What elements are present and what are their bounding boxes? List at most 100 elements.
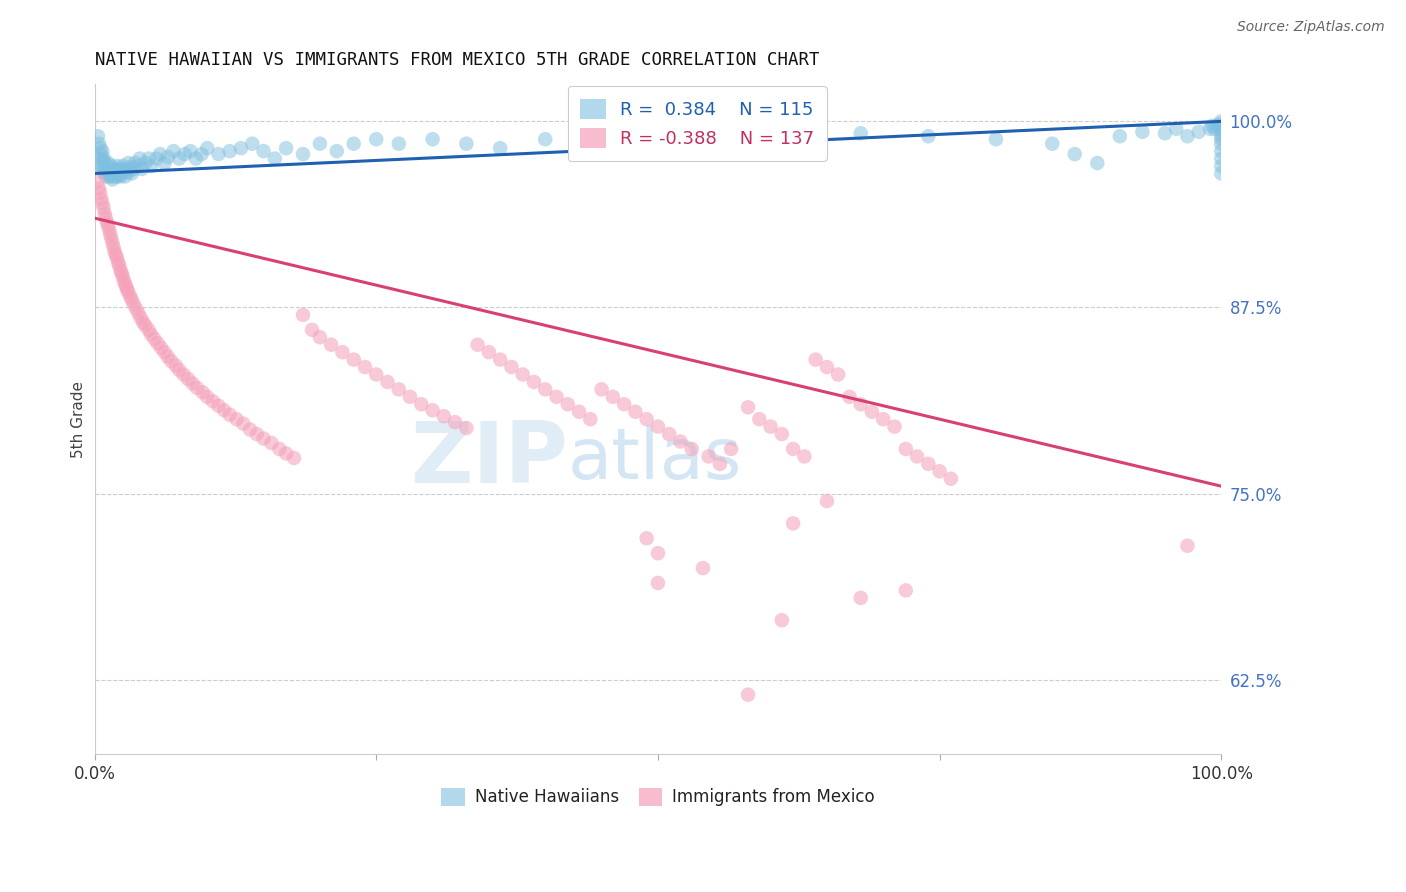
Point [849, 126, 872, 140]
Point [388, 136, 411, 151]
Point [87, 129, 110, 144]
Text: ZIP: ZIP [411, 417, 568, 501]
Point [100, 169, 122, 184]
Point [1177, 129, 1199, 144]
Point [91, 196, 114, 211]
Point [456, 136, 478, 151]
Point [1040, 136, 1063, 151]
Point [91, 161, 114, 176]
Point [191, 385, 214, 400]
Point [636, 531, 658, 545]
Point [1211, 129, 1233, 144]
Point [579, 129, 602, 144]
Point [110, 266, 132, 280]
Point [98, 169, 121, 184]
Point [263, 152, 285, 166]
Point [93, 156, 115, 170]
Point [112, 274, 135, 288]
Point [87, 136, 110, 151]
Y-axis label: 5th Grade: 5th Grade [72, 381, 86, 458]
Point [93, 152, 115, 166]
Point [827, 368, 849, 382]
Point [591, 383, 613, 397]
Point [309, 330, 332, 344]
Point [292, 147, 315, 161]
Point [737, 401, 759, 415]
Point [111, 269, 134, 284]
Point [94, 159, 117, 173]
Point [162, 144, 184, 158]
Point [647, 576, 669, 591]
Point [121, 166, 143, 180]
Point [636, 412, 658, 426]
Point [98, 161, 121, 176]
Point [103, 166, 125, 180]
Point [905, 450, 928, 464]
Point [939, 472, 962, 486]
Point [860, 405, 883, 419]
Point [107, 163, 129, 178]
Point [128, 152, 150, 166]
Point [98, 165, 121, 179]
Point [132, 315, 155, 329]
Point [90, 147, 112, 161]
Point [124, 156, 146, 170]
Point [984, 132, 1007, 146]
Point [212, 403, 235, 417]
Point [186, 381, 208, 395]
Point [269, 442, 291, 456]
Point [165, 359, 187, 373]
Point [153, 345, 176, 359]
Point [782, 132, 804, 146]
Point [104, 169, 127, 184]
Point [149, 147, 172, 161]
Point [512, 368, 534, 382]
Point [737, 688, 759, 702]
Point [1209, 120, 1232, 135]
Point [120, 290, 142, 304]
Point [87, 181, 110, 195]
Point [1166, 121, 1188, 136]
Point [104, 161, 127, 176]
Point [91, 154, 114, 169]
Point [181, 376, 204, 391]
Point [173, 147, 195, 161]
Point [759, 419, 782, 434]
Point [354, 359, 377, 374]
Point [125, 301, 148, 316]
Point [557, 397, 579, 411]
Point [1188, 125, 1211, 139]
Point [366, 132, 388, 146]
Point [1204, 121, 1226, 136]
Point [883, 419, 905, 434]
Point [782, 442, 804, 456]
Point [128, 306, 150, 320]
Point [274, 446, 297, 460]
Point [669, 136, 692, 151]
Point [1177, 539, 1199, 553]
Legend: Native Hawaiians, Immigrants from Mexico: Native Hawaiians, Immigrants from Mexico [434, 780, 882, 813]
Point [681, 442, 703, 456]
Point [93, 166, 115, 180]
Point [100, 232, 122, 246]
Point [117, 283, 139, 297]
Point [225, 412, 247, 426]
Point [94, 211, 117, 226]
Point [100, 159, 122, 173]
Point [105, 169, 128, 184]
Point [114, 277, 136, 291]
Point [917, 457, 939, 471]
Point [103, 241, 125, 255]
Point [110, 169, 132, 184]
Point [613, 397, 636, 411]
Text: NATIVE HAWAIIAN VS IMMIGRANTS FROM MEXICO 5TH GRADE CORRELATION CHART: NATIVE HAWAIIAN VS IMMIGRANTS FROM MEXIC… [94, 51, 820, 69]
Point [97, 166, 120, 180]
Point [894, 583, 917, 598]
Point [343, 136, 366, 151]
Point [1199, 121, 1222, 136]
Point [107, 256, 129, 270]
Point [1063, 147, 1085, 161]
Point [1201, 119, 1223, 133]
Point [131, 161, 153, 176]
Point [709, 457, 731, 471]
